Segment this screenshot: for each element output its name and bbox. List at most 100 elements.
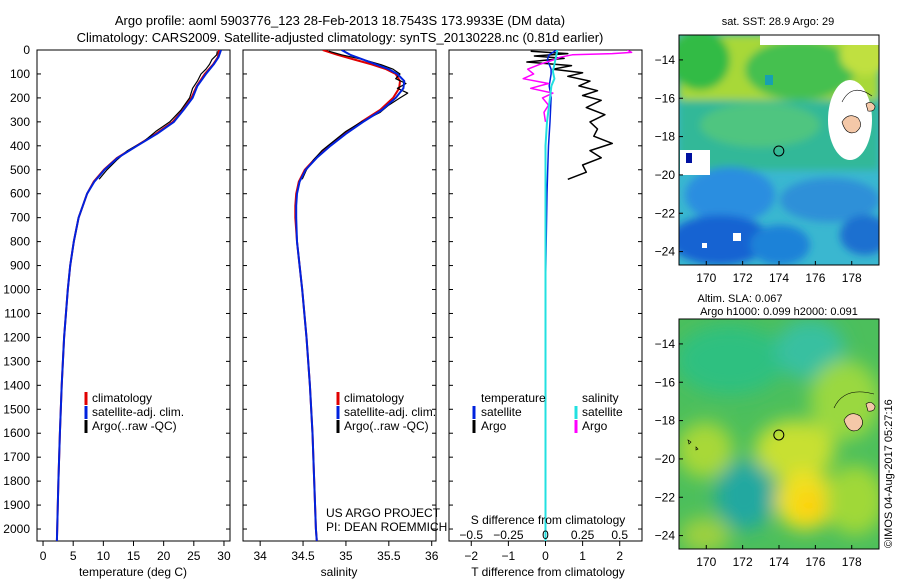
sst-profile-marker — [773, 145, 785, 157]
depth-tick-label: 1600 — [3, 426, 30, 440]
sst-field — [679, 35, 879, 265]
depth-tick-label: 800 — [10, 235, 30, 249]
diff-temp-x-tick-label: 0 — [542, 549, 549, 563]
diff-sal-x-tick-label: 0.5 — [611, 528, 628, 542]
sal-x-tick-label: 36 — [425, 549, 439, 563]
depth-tick-label: 1700 — [3, 450, 30, 464]
legend-label-argo: Argo(..raw -QC) — [92, 419, 177, 433]
depth-tick-label: 600 — [10, 187, 30, 201]
depth-tick-label: 1100 — [4, 306, 30, 320]
pi-label: PI: DEAN ROEMMICH — [326, 520, 447, 534]
temperature-legend: climatology satellite-adj. clim. Argo(..… — [84, 391, 184, 433]
diff-sal-x-tick-label: 0.25 — [571, 528, 595, 542]
temp-x-tick-label: 10 — [97, 549, 111, 563]
sst-map-y-tick-label: −16 — [655, 91, 676, 105]
temp-x-tick-label: 25 — [187, 549, 201, 563]
temperature-xlabel: temperature (deg C) — [79, 565, 187, 579]
sla-map-x-tick-label: 178 — [842, 555, 862, 569]
diff-sal-x-tick-label: 0 — [542, 528, 549, 542]
sla-map-x-tick-label: 174 — [769, 555, 789, 569]
header-title-line1: Argo profile: aoml 5903776_123 28-Feb-20… — [115, 13, 565, 28]
sst-map-x-tick-label: 174 — [769, 271, 789, 285]
legend-label-sal-satellite: satellite — [582, 405, 623, 419]
sla-map-x-tick-label: 172 — [733, 555, 753, 569]
diff-temp-argo-line — [526, 50, 614, 181]
sla-map-x-tick-label: 176 — [805, 555, 825, 569]
sst-map-y-tick-label: −14 — [655, 53, 676, 67]
sla-map-y-tick-label: −20 — [655, 452, 676, 466]
sla-map-y-tick-label: −14 — [655, 337, 676, 351]
temperature-frame — [36, 49, 231, 542]
temp-x-tick-label: 30 — [217, 549, 231, 563]
temp-satellite-line — [55, 50, 222, 541]
depth-tick-label: 100 — [10, 67, 30, 81]
legend-label-satellite: satellite-adj. clim. — [344, 405, 436, 419]
depth-tick-label: 1200 — [3, 330, 30, 344]
legend-label-sal-argo: Argo — [582, 419, 608, 433]
sst-map-y-tick-label: −22 — [655, 206, 676, 220]
sst-map-x-tick-label: 170 — [696, 271, 716, 285]
sla-map-y-tick-label: −24 — [655, 529, 676, 543]
temp-climatology-line — [55, 50, 221, 541]
sal-x-tick-label: 35 — [339, 549, 353, 563]
diff-temp-x-tick-label: 1 — [579, 549, 586, 563]
depth-tick-label: 1000 — [3, 283, 30, 297]
depth-tick-label: 300 — [10, 115, 30, 129]
sst-map-y-tick-label: −20 — [655, 168, 676, 182]
sla-map-x-tick-label: 170 — [696, 555, 716, 569]
depth-tick-label: 1300 — [3, 354, 30, 368]
salinity-panel: 34 34.5 35 35.5 36 salinity climatology sate… — [242, 49, 447, 579]
legend-label-satellite: satellite-adj. clim. — [92, 405, 184, 419]
depth-tick-label: 1500 — [3, 402, 30, 416]
sal-argo-line — [301, 50, 409, 180]
diff-temp-x-tick-label: −1 — [502, 549, 516, 563]
salinity-legend: climatology satellite-adj. clim. Argo(..… — [336, 391, 436, 433]
depth-tick-label: 200 — [10, 91, 30, 105]
sal-climatology-line — [294, 50, 401, 541]
depth-tick-label: 400 — [10, 139, 30, 153]
depth-tick-label: 2000 — [3, 522, 30, 536]
temp-x-tick-label: 20 — [157, 549, 171, 563]
salinity-frame — [242, 49, 437, 542]
credit-label: ©IMOS 04-Aug-2017 05:27:16 — [883, 399, 895, 548]
difference-legend: temperature salinity satellite Argo sate… — [472, 391, 623, 433]
temperature-panel: 0 5 10 15 20 25 30 temperature (deg C) climato… — [36, 49, 231, 579]
sla-map-y-tick-label: −22 — [655, 490, 676, 504]
temp-argo-line — [98, 51, 218, 180]
sla-field — [679, 319, 879, 549]
legend-label-temp-satellite: satellite — [481, 405, 522, 419]
difference-xlabel: T difference from climatology — [471, 565, 625, 579]
sla-map-y-tick-label: −18 — [655, 414, 676, 428]
diff-sal-x-tick-label: −0.25 — [493, 528, 524, 542]
depth-tick-label: 900 — [10, 259, 30, 273]
legend-label-climatology: climatology — [92, 391, 152, 405]
diff-temp-x-tick-label: −2 — [464, 549, 478, 563]
sla-map-title-line1: Altim. SLA: 0.067 — [698, 293, 783, 305]
sla-map-title-line2: Argo h1000: 0.099 h2000: 0.091 — [700, 306, 858, 318]
sal-x-tick-label: 35.5 — [377, 549, 401, 563]
sla-map: Altim. SLA: 0.067 Argo h1000: 0.099 h200… — [655, 293, 880, 569]
legend-label-argo: Argo(..raw -QC) — [344, 419, 429, 433]
depth-tick-label: 700 — [10, 211, 30, 225]
diff-sal-x-tick-label: −0.5 — [459, 528, 483, 542]
temp-x-tick-label: 15 — [127, 549, 141, 563]
difference-panel: −2 −1 0 1 2 −0.5 −0.25 0 0.25 0.5 S difference fr… — [448, 49, 643, 579]
legend-header-temperature: temperature — [481, 391, 546, 405]
legend-header-salinity: salinity — [582, 391, 619, 405]
sst-map-x-tick-label: 178 — [842, 271, 862, 285]
depth-tick-label: 1900 — [3, 498, 30, 512]
difference-xlabel-top: S difference from climatology — [471, 513, 626, 527]
diff-temp-x-tick-label: 2 — [616, 549, 623, 563]
sst-map: sat. SST: 28.9 Argo: 29 — [655, 16, 880, 285]
header-title-line2: Climatology: CARS2009. Satellite-adjuste… — [77, 30, 604, 45]
sst-map-x-tick-label: 176 — [805, 271, 825, 285]
temp-x-tick-label: 5 — [70, 549, 77, 563]
diff-sal-argo-line — [522, 50, 633, 123]
sal-x-tick-label: 34 — [253, 549, 267, 563]
sst-map-x-tick-label: 172 — [733, 271, 753, 285]
sst-map-title: sat. SST: 28.9 Argo: 29 — [722, 16, 835, 28]
depth-tick-label: 500 — [10, 163, 30, 177]
sst-map-y-tick-label: −18 — [655, 130, 676, 144]
sst-map-y-tick-label: −24 — [655, 245, 676, 259]
